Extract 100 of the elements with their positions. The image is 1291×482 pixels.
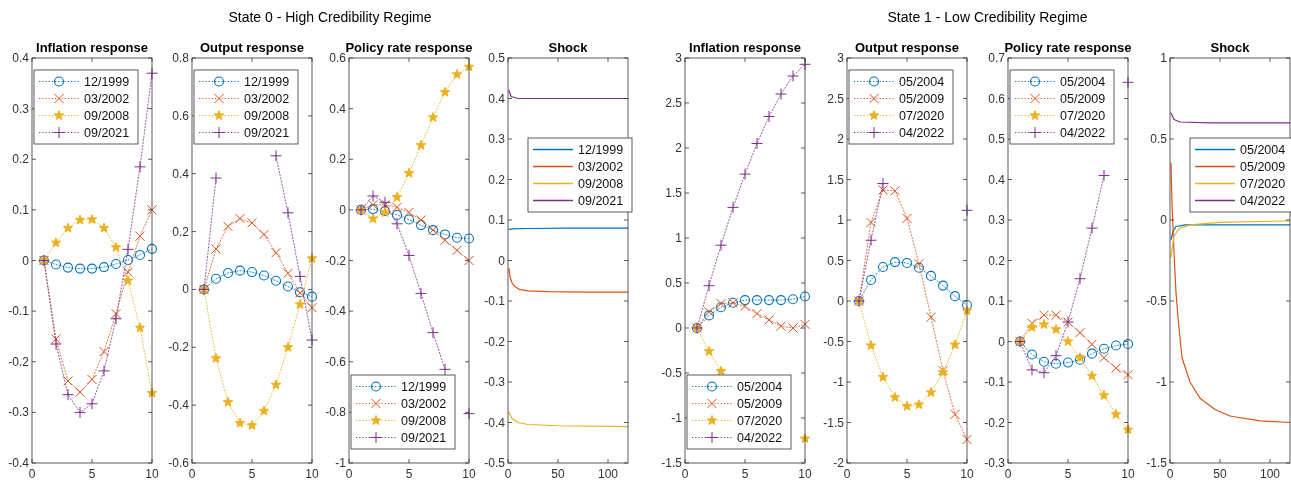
y-tick-label: 2.5 xyxy=(665,96,683,110)
y-tick-label: 2 xyxy=(675,141,683,155)
y-tick-label: 0.1 xyxy=(488,213,506,227)
legend-label: 12/1999 xyxy=(578,143,624,157)
chart-title: Shock xyxy=(548,40,589,55)
y-tick-label: 2.5 xyxy=(827,91,845,106)
y-tick-label: 0.7 xyxy=(988,51,1006,65)
legend-label: 09/2021 xyxy=(578,194,624,208)
legend-label: 09/2021 xyxy=(244,126,290,140)
text: State 0 - High Credibility Regime xyxy=(228,9,432,25)
x-tick-label: 10 xyxy=(462,467,476,481)
y-tick-label: -1 xyxy=(1156,375,1168,389)
y-tick-label: 0 xyxy=(339,202,347,217)
y-tick-label: 0.2 xyxy=(172,224,190,239)
legend-label: 09/2008 xyxy=(401,414,447,428)
y-tick-label: -0.2 xyxy=(325,253,347,268)
x-tick-label: 100 xyxy=(597,467,619,481)
x-tick-label: 50 xyxy=(1213,467,1227,481)
legend-label: 05/2004 xyxy=(1240,143,1286,157)
y-tick-label: 3 xyxy=(837,51,845,65)
y-tick-label: -0.4 xyxy=(484,415,506,430)
y-tick-label: -0.5 xyxy=(484,456,506,470)
chart-title: Inflation response xyxy=(36,40,148,55)
legend-label: 03/2002 xyxy=(578,160,624,174)
y-tick-label: -0.1 xyxy=(8,304,30,319)
y-tick-label: 3 xyxy=(675,51,683,65)
y-tick-label: 0.6 xyxy=(988,91,1006,106)
y-tick-label: -0.4 xyxy=(325,304,347,319)
legend-label: 09/2021 xyxy=(84,126,130,140)
y-tick-label: 2 xyxy=(837,132,845,146)
x-tick-label: 10 xyxy=(145,467,159,481)
chart-title: Output response xyxy=(199,40,305,55)
y-tick-label: 0 xyxy=(22,253,30,268)
y-tick-label: -0.2 xyxy=(484,334,506,349)
legend-label: 05/2004 xyxy=(1060,75,1106,89)
legend-label: 12/1999 xyxy=(401,380,447,394)
legend-label: 07/2020 xyxy=(899,109,945,123)
y-tick-label: -0.3 xyxy=(484,375,506,389)
y-tick-label: 0.1 xyxy=(988,294,1006,308)
legend-label: 05/2009 xyxy=(1240,160,1286,174)
x-tick-label: 10 xyxy=(1121,467,1135,481)
y-tick-label: 0.3 xyxy=(988,213,1006,227)
y-tick-label: -2 xyxy=(833,456,845,470)
y-tick-label: -0.4 xyxy=(8,456,30,470)
chart-title: Shock xyxy=(1210,40,1251,55)
legend-label: 07/2020 xyxy=(1240,177,1286,191)
y-tick-label: -1.5 xyxy=(823,415,845,430)
legend-label: 04/2022 xyxy=(737,431,783,445)
legend-label: 05/2009 xyxy=(1060,92,1106,106)
y-tick-label: -1 xyxy=(335,456,347,470)
y-tick-label: 0.4 xyxy=(488,91,506,106)
legend-label: 07/2020 xyxy=(737,414,783,428)
y-tick-label: -0.1 xyxy=(984,375,1006,389)
y-tick-label: -1 xyxy=(671,411,683,425)
x-tick-label: 5 xyxy=(741,467,749,481)
x-tick-label: 5 xyxy=(248,467,256,481)
y-tick-label: 0.6 xyxy=(172,108,190,123)
y-tick-label: -0.2 xyxy=(984,415,1006,430)
y-tick-label: 0.2 xyxy=(12,152,30,167)
legend-label: 12/1999 xyxy=(84,75,130,89)
legend-label: 12/1999 xyxy=(244,75,290,89)
y-tick-label: 0 xyxy=(998,334,1006,349)
y-tick-label: -0.6 xyxy=(325,354,347,369)
y-tick-label: 0 xyxy=(675,321,683,335)
y-tick-label: 0.5 xyxy=(988,132,1006,146)
legend-label: 09/2008 xyxy=(578,177,624,191)
chart-title: Policy rate response xyxy=(1004,40,1132,55)
chart-title: Output response xyxy=(854,40,960,55)
legend-label: 03/2002 xyxy=(84,92,130,106)
y-tick-label: -0.3 xyxy=(984,456,1006,470)
y-tick-label: 0.8 xyxy=(172,51,190,65)
x-tick-label: 10 xyxy=(960,467,974,481)
y-tick-label: -0.4 xyxy=(168,398,190,413)
y-tick-label: 0.4 xyxy=(172,166,190,181)
y-tick-label: 0.6 xyxy=(329,51,347,65)
x-tick-label: 10 xyxy=(798,467,812,481)
legend-label: 05/2009 xyxy=(899,92,945,106)
y-tick-label: 0.5 xyxy=(1150,132,1168,146)
chart-title: Policy rate response xyxy=(345,40,473,55)
legend-label: 04/2022 xyxy=(899,126,945,140)
y-tick-label: 1.5 xyxy=(665,186,683,200)
y-tick-label: 0.5 xyxy=(827,253,845,268)
x-tick-label: 100 xyxy=(1259,467,1281,481)
y-tick-label: 0.5 xyxy=(488,51,506,65)
y-tick-label: 0.2 xyxy=(329,152,347,167)
y-tick-label: 0.4 xyxy=(329,101,347,116)
y-tick-label: 0.4 xyxy=(12,51,30,65)
y-tick-label: 0 xyxy=(182,282,190,297)
x-tick-label: 5 xyxy=(1064,467,1072,481)
y-tick-label: 0.3 xyxy=(12,101,30,116)
legend-label: 05/2009 xyxy=(737,397,783,411)
y-tick-label: -1 xyxy=(833,375,845,389)
x-tick-label: 5 xyxy=(405,467,413,481)
y-tick-label: 0.1 xyxy=(12,202,30,217)
y-tick-label: -0.2 xyxy=(8,354,30,369)
y-tick-label: 0.5 xyxy=(665,276,683,290)
x-tick-label: 50 xyxy=(551,467,565,481)
legend-label: 07/2020 xyxy=(1060,109,1106,123)
y-tick-label: 0 xyxy=(1160,213,1168,227)
x-tick-label: 5 xyxy=(903,467,911,481)
